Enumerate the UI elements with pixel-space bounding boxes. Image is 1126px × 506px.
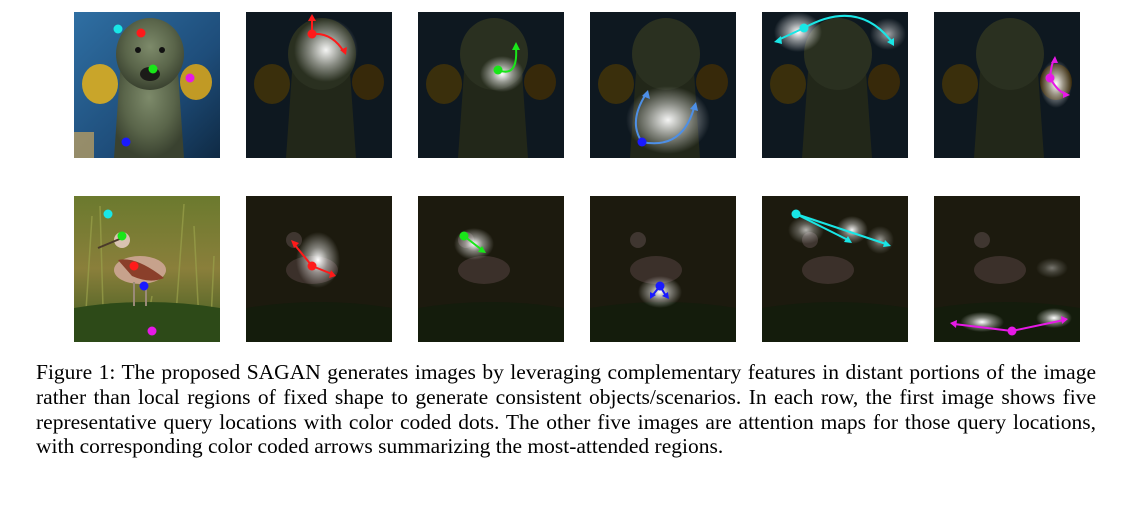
bird-attention-map-blue	[590, 196, 736, 342]
bird-attention-map-cyan	[762, 196, 908, 342]
dog-attention-map-red	[246, 12, 392, 158]
dog-row	[74, 12, 1080, 158]
dog-attention-map-green	[418, 12, 564, 158]
bird-row	[74, 196, 1080, 342]
green-query-dot	[148, 64, 158, 74]
bird-attention-map-magenta	[934, 196, 1080, 342]
magenta-query-dot	[185, 73, 195, 83]
red-query-dot	[136, 28, 146, 38]
bird-query-image	[74, 196, 220, 342]
cyan-query-dot	[113, 24, 123, 34]
dog-attention-map-cyan	[762, 12, 908, 158]
dog-attention-map-blue	[590, 12, 736, 158]
dog-query-image	[74, 12, 220, 158]
dog-attention-map-magenta	[934, 12, 1080, 158]
blue-query-dot	[121, 137, 131, 147]
bird-attention-map-green	[418, 196, 564, 342]
bird-attention-map-red	[246, 196, 392, 342]
figure-caption: Figure 1: The proposed SAGAN generates i…	[36, 360, 1096, 459]
